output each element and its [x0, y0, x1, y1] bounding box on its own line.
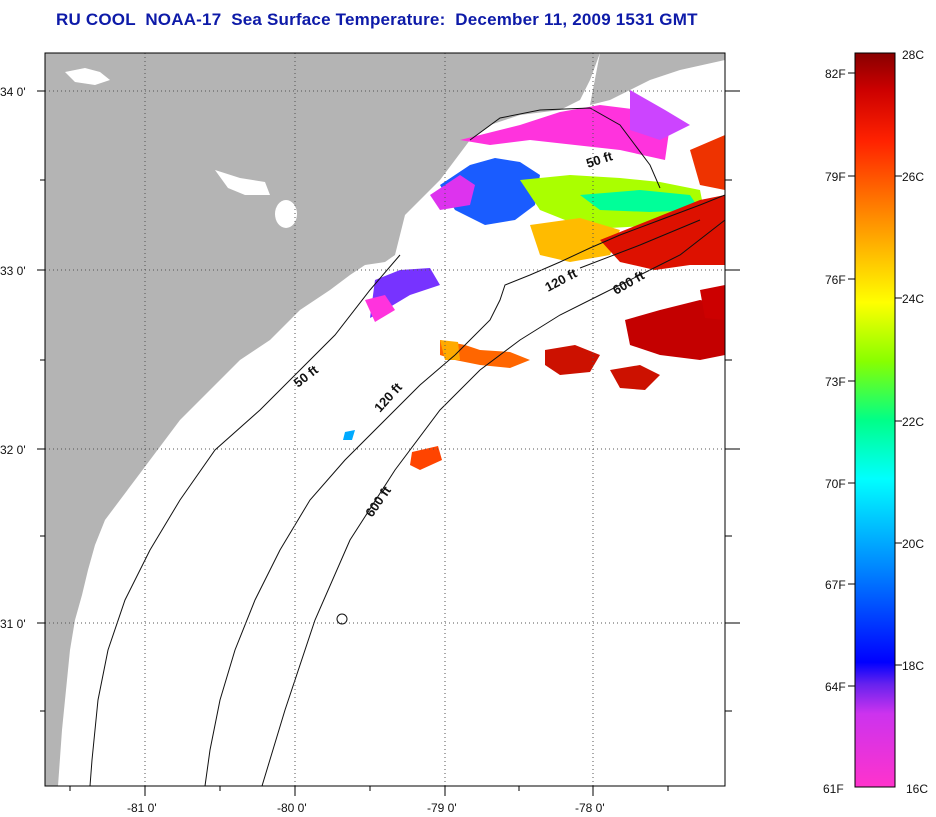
colorbar-gradient	[854, 52, 896, 788]
colorbar-c-label: 26C	[902, 170, 924, 184]
map-title: RU COOL NOAA-17 Sea Surface Temperature:…	[56, 10, 698, 29]
lat-label: 32 0'	[0, 443, 26, 457]
land-mass	[45, 53, 600, 786]
lat-label: 34 0'	[0, 85, 26, 99]
lon-label: -79 0'	[427, 801, 457, 815]
tick-marks	[37, 90, 740, 796]
colorbar-f-label: 73F	[825, 375, 846, 389]
contour-120ft	[454, 194, 725, 356]
lon-label: -81 0'	[127, 801, 157, 815]
contour-120ft-south	[204, 354, 456, 786]
colorbar-c-label: 22C	[902, 415, 924, 429]
contour-50ft-south	[89, 254, 401, 786]
lat-label: 31 0'	[0, 617, 26, 631]
contour-600ft-shelf	[579, 219, 701, 269]
colorbar-f-label: 79F	[825, 170, 846, 184]
colorbar-f-label: 67F	[825, 578, 846, 592]
inland-nodata-blob	[65, 68, 110, 85]
sst-data	[343, 90, 725, 470]
inland-nodata-blob	[215, 170, 270, 195]
inland-nodata-blob	[275, 200, 297, 228]
map-panel	[45, 53, 725, 786]
map-frame	[44, 52, 726, 787]
colorbar-c-label: 18C	[902, 659, 924, 673]
contour-50ft	[469, 107, 661, 189]
colorbar-c-label: 20C	[902, 537, 924, 551]
colorbar-f-label: 82F	[825, 67, 846, 81]
lon-label: -80 0'	[277, 801, 307, 815]
colorbar: 82F 79F 76F 73F 70F 67F 64F 61F 28C 26C …	[823, 48, 928, 796]
colorbar-f-label: 61F	[823, 782, 844, 796]
colorbar-c-label: 28C	[902, 48, 924, 62]
colorbar-c-label: 16C	[906, 782, 928, 796]
lon-label: -78 0'	[575, 801, 605, 815]
contour-600ft	[261, 219, 725, 786]
colorbar-ticks	[848, 72, 902, 687]
graticule	[45, 53, 725, 786]
colorbar-f-label: 70F	[825, 477, 846, 491]
bathymetry-contours	[89, 107, 725, 786]
colorbar-f-label: 64F	[825, 680, 846, 694]
land-mass-northeast	[590, 53, 725, 105]
lat-label: 33 0'	[0, 264, 26, 278]
colorbar-c-label: 24C	[902, 292, 924, 306]
colorbar-f-label: 76F	[825, 273, 846, 287]
